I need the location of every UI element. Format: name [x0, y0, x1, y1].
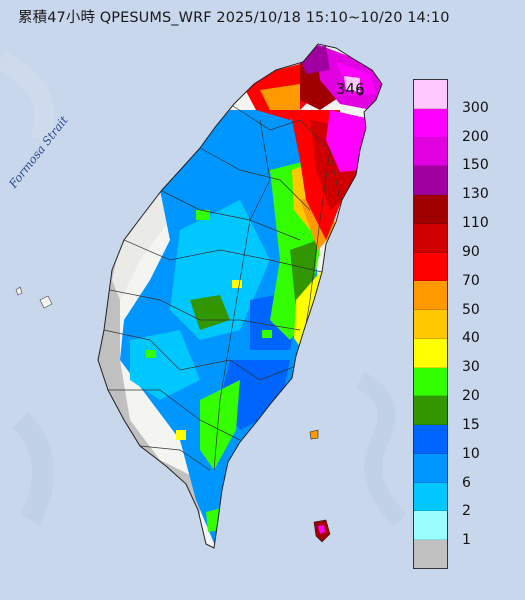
- legend-swatch: [414, 482, 447, 512]
- county-borders: [103, 103, 341, 471]
- legend-swatch: [414, 338, 447, 368]
- legend-labels: 300 200 150 130 110 90 70 50 40 30 20 15 10 6 2 1: [462, 79, 512, 569]
- legend-swatch: [414, 80, 447, 109]
- legend-swatch: [414, 108, 447, 138]
- legend-swatch: [414, 453, 447, 483]
- legend-label: 6: [462, 474, 471, 491]
- legend-label: 10: [462, 445, 480, 462]
- legend-label: 30: [462, 359, 480, 376]
- legend-swatch: [414, 511, 447, 541]
- legend-swatch: [414, 425, 447, 454]
- legend-swatch: [414, 281, 447, 311]
- legend-label: 2: [462, 503, 471, 520]
- legend-label: 200: [462, 128, 489, 145]
- rainfall-layer: [98, 44, 382, 548]
- legend-swatch: [414, 367, 447, 397]
- legend-swatch: [414, 195, 447, 224]
- legend-swatch: [414, 223, 447, 253]
- legend-label: 90: [462, 243, 480, 260]
- legend-label: 20: [462, 388, 480, 405]
- legend-swatch: [414, 252, 447, 282]
- max-value-label: 346: [336, 80, 365, 98]
- legend-label: 40: [462, 330, 480, 347]
- map-title: 累積47小時 QPESUMS_WRF 2025/10/18 15:10~10/2…: [18, 10, 450, 26]
- legend-label: 150: [462, 157, 489, 174]
- legend-label: 110: [462, 215, 489, 232]
- islands: [15, 286, 331, 543]
- legend-label: 70: [462, 272, 480, 289]
- legend-swatch: [414, 137, 447, 167]
- sea-texture: [0, 51, 407, 527]
- legend-swatch: [414, 396, 447, 426]
- max-value-marker: [356, 88, 364, 96]
- legend-label: 1: [462, 532, 471, 549]
- color-legend: [413, 79, 448, 569]
- legend-swatch: [414, 310, 447, 339]
- legend-swatch: [414, 540, 447, 569]
- legend-label: 50: [462, 301, 480, 318]
- legend-swatch: [414, 166, 447, 196]
- legend-label: 130: [462, 186, 489, 203]
- legend-label: 300: [462, 99, 489, 116]
- legend-label: 15: [462, 416, 480, 433]
